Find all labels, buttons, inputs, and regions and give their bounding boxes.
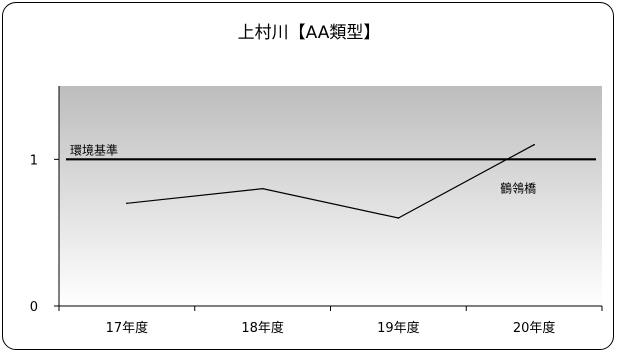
- plot-area: [59, 86, 602, 306]
- data-point: [533, 143, 535, 146]
- y-axis: 01: [30, 86, 60, 315]
- data-point: [126, 202, 128, 205]
- x-tick-label: 17年度: [106, 320, 149, 336]
- chart-title: 上村川【AA類型】: [238, 23, 381, 43]
- data-point: [261, 187, 264, 190]
- x-tick-label: 19年度: [377, 320, 420, 336]
- data-point: [397, 217, 400, 219]
- y-tick-label: 0: [30, 300, 38, 315]
- y-tick-label: 1: [30, 153, 38, 168]
- x-tick-label: 20年度: [513, 320, 556, 336]
- reference-line-label: 環境基準: [70, 142, 118, 157]
- x-tick-label: 18年度: [241, 320, 284, 336]
- x-axis: 17年度 18年度 19年度 20年度: [58, 305, 603, 336]
- series-line: [126, 144, 535, 219]
- series-label: 鶴鴒橋: [500, 181, 536, 196]
- series-group: 鶴鴒橋: [126, 143, 536, 219]
